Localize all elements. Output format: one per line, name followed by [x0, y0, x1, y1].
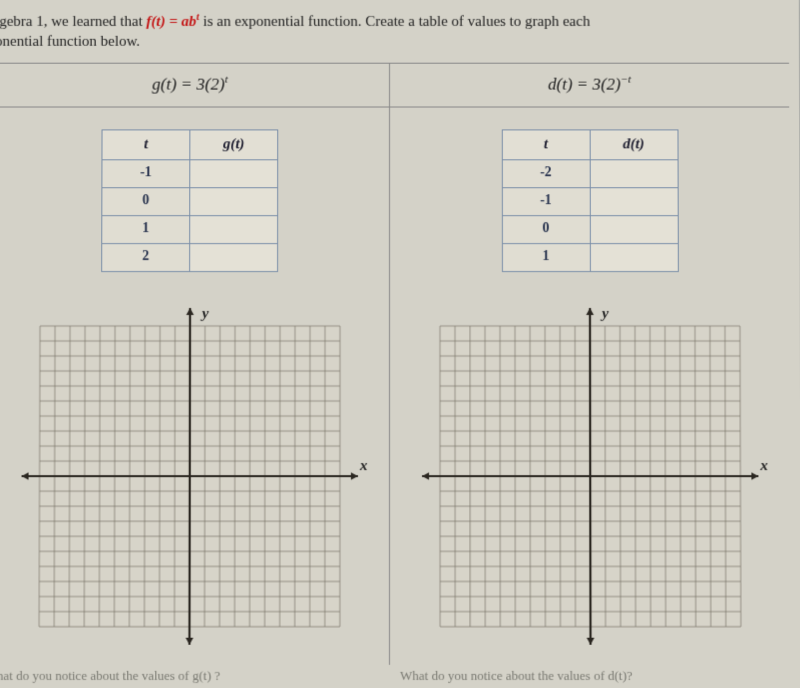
right-th-t: t [502, 130, 590, 160]
svg-text:x: x [759, 458, 768, 474]
right-column: d(t) = 3(2)−t t d(t) -2 -1 0 1 yx [390, 64, 791, 665]
left-coordinate-grid: yx [10, 298, 367, 655]
left-th-t: t [102, 130, 190, 160]
table-row: 0 [502, 215, 678, 243]
right-coordinate-grid: yx [412, 298, 769, 655]
left-column: g(t) = 3(2)t t g(t) -1 0 1 2 yx [0, 64, 390, 665]
left-grid-wrap: yx [0, 282, 389, 655]
left-table-wrap: t g(t) -1 0 1 2 [0, 107, 389, 282]
svg-text:x: x [358, 458, 367, 474]
table-row: -1 [102, 159, 278, 187]
table-row: -1 [502, 187, 678, 215]
right-grid-wrap: yx [390, 282, 791, 655]
right-question: What do you notice about the values of d… [400, 668, 632, 684]
svg-text:y: y [600, 306, 609, 322]
table-row: 2 [102, 243, 278, 271]
worksheet-page: lgebra 1, we learned that f(t) = abt is … [0, 0, 800, 688]
left-th-out: g(t) [190, 130, 278, 160]
intro-text: lgebra 1, we learned that f(t) = abt is … [0, 11, 769, 52]
right-value-table: t d(t) -2 -1 0 1 [501, 129, 678, 272]
table-row: -2 [502, 159, 678, 187]
left-question: hat do you notice about the values of g(… [0, 668, 220, 684]
table-row: 1 [102, 215, 278, 243]
intro-fn: f(t) = abt [146, 14, 199, 30]
table-row: 0 [102, 187, 278, 215]
worksheet-grid: g(t) = 3(2)t t g(t) -1 0 1 2 yx [0, 63, 791, 665]
right-th-out: d(t) [590, 130, 678, 160]
intro-fragment-b: is an exponential function. Create a tab… [199, 14, 590, 30]
right-fn-header: d(t) = 3(2)−t [390, 64, 789, 107]
svg-text:y: y [200, 306, 209, 322]
left-fn-header: g(t) = 3(2)t [0, 64, 389, 107]
intro-fragment-a: lgebra 1, we learned that [0, 14, 146, 30]
table-row: 1 [502, 243, 678, 271]
left-value-table: t g(t) -1 0 1 2 [101, 129, 278, 272]
intro-line2: onential function below. [0, 34, 140, 50]
right-table-wrap: t d(t) -2 -1 0 1 [390, 107, 790, 282]
